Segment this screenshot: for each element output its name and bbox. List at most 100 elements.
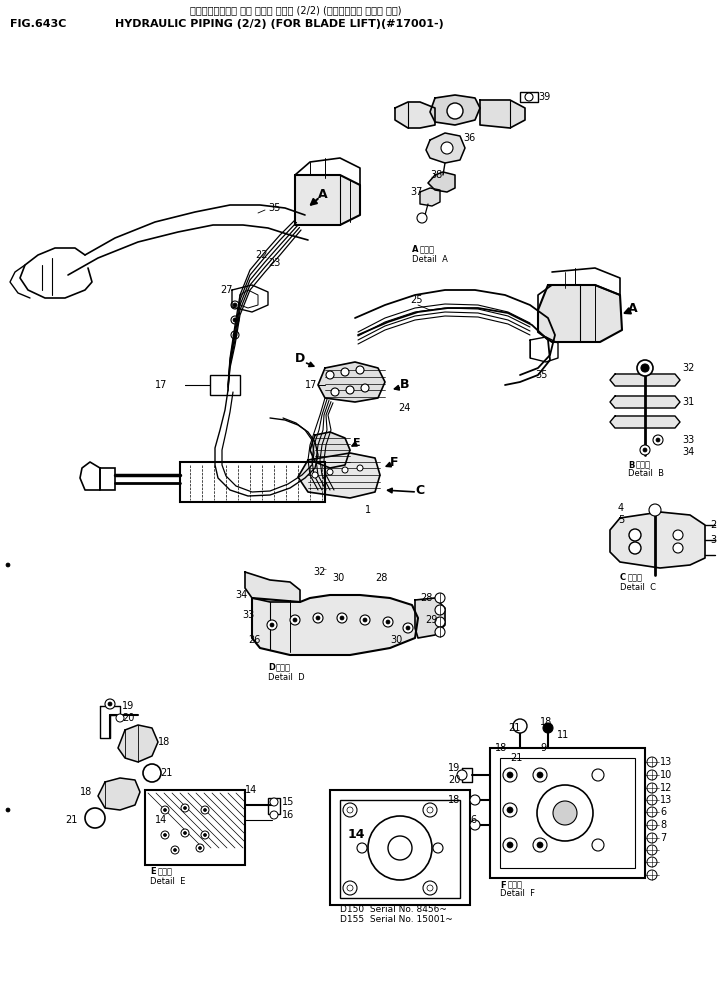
Text: Detail  B: Detail B [628,469,664,478]
Circle shape [341,368,349,376]
Text: F: F [390,455,398,468]
Text: 36: 36 [463,133,475,143]
Circle shape [171,846,179,854]
Polygon shape [428,172,455,192]
Bar [145,790,245,865]
Polygon shape [318,362,385,402]
Polygon shape [252,595,418,655]
Circle shape [503,838,517,852]
Circle shape [435,593,445,603]
Circle shape [267,620,277,630]
Circle shape [592,839,604,851]
Circle shape [647,783,657,793]
Circle shape [337,613,347,623]
Circle shape [163,808,167,811]
Text: 4: 4 [618,503,624,513]
Circle shape [406,626,410,630]
Circle shape [647,807,657,817]
Circle shape [533,768,547,782]
Circle shape [356,366,364,374]
Circle shape [163,833,167,836]
Text: 32: 32 [313,567,326,577]
Circle shape [203,808,206,811]
Text: D: D [268,664,275,673]
Text: 19: 19 [122,701,134,711]
Text: Detail  C: Detail C [620,582,656,591]
Text: A: A [412,245,418,255]
Circle shape [368,816,432,880]
Polygon shape [538,285,622,342]
Circle shape [198,846,201,849]
Circle shape [470,820,480,830]
Circle shape [203,833,206,836]
Text: E: E [353,438,361,448]
Text: D: D [295,351,306,364]
Text: 詳細図: 詳細図 [158,867,173,877]
Text: 37: 37 [410,187,422,197]
Circle shape [647,757,657,767]
Circle shape [533,838,547,852]
Text: 6: 6 [660,807,666,817]
Circle shape [313,613,323,623]
Text: 15: 15 [282,797,294,807]
Circle shape [108,702,112,706]
Circle shape [647,820,657,830]
Text: 詳細図: 詳細図 [276,664,291,673]
Text: ハイト゚ロリック パ イピ ンク゚ (2/2) (プレート゚ リフト ヨリ): ハイト゚ロリック パ イピ ンク゚ (2/2) (プレート゚ リフト ヨリ… [190,5,401,15]
Text: 27: 27 [220,285,232,295]
Circle shape [6,808,10,812]
Polygon shape [480,100,525,128]
Text: 12: 12 [660,783,672,793]
Circle shape [441,142,453,154]
Text: 18: 18 [540,717,552,727]
Text: 34: 34 [682,447,695,457]
Circle shape [513,719,527,733]
Text: C: C [620,573,626,582]
Circle shape [201,831,209,839]
Text: 35: 35 [535,370,547,380]
Text: 13: 13 [660,757,672,767]
Circle shape [181,829,189,837]
Text: 11: 11 [557,730,569,740]
Circle shape [503,803,517,817]
Text: 詳細図: 詳細図 [508,881,523,890]
Text: 23: 23 [268,258,280,268]
Text: 29: 29 [425,615,437,625]
Circle shape [343,803,357,817]
Circle shape [196,844,204,852]
Circle shape [383,617,393,627]
Text: 21: 21 [510,753,523,763]
Text: 詳細図: 詳細図 [628,573,643,582]
Circle shape [647,795,657,805]
Circle shape [183,806,186,809]
Text: 9: 9 [540,743,546,753]
Circle shape [637,360,653,376]
Circle shape [361,384,369,392]
Text: 20: 20 [122,713,134,723]
Circle shape [342,467,348,473]
Circle shape [388,836,412,860]
Polygon shape [245,572,300,602]
Bar [180,462,325,502]
Text: 1: 1 [365,505,371,515]
Text: 5: 5 [618,515,624,525]
Circle shape [293,618,297,622]
Circle shape [233,318,237,322]
Circle shape [641,364,649,372]
Circle shape [507,842,513,848]
Circle shape [423,803,437,817]
Text: 13: 13 [660,795,672,805]
Text: 26: 26 [248,635,260,645]
Text: 詳細図: 詳細図 [636,460,651,469]
Text: B: B [628,460,634,469]
Text: 14: 14 [245,785,257,795]
Circle shape [270,623,274,627]
Polygon shape [310,432,350,468]
Circle shape [427,885,433,891]
Circle shape [105,699,115,709]
Text: 39: 39 [538,92,550,102]
Text: ⁻: ⁻ [321,567,326,577]
Text: 詳細図: 詳細図 [420,245,435,255]
Polygon shape [395,102,435,128]
Text: 30: 30 [390,635,402,645]
